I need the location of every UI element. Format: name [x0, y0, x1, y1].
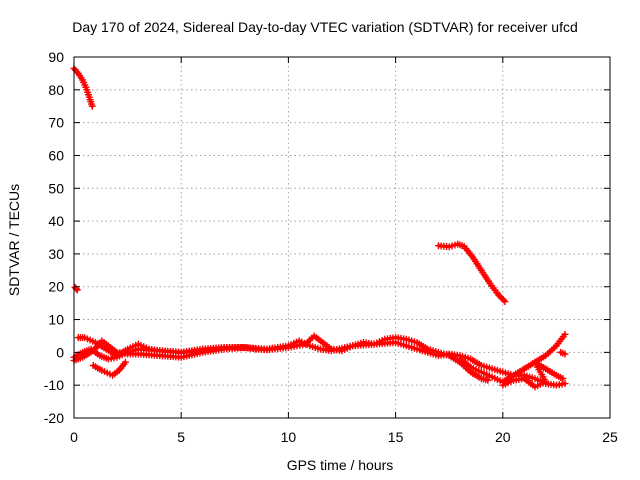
series-arc-late-low [499, 358, 567, 391]
series-arc-late-blip [557, 348, 569, 358]
y-tick-label: 90 [48, 49, 64, 65]
series-arc-early-isolated [71, 283, 81, 294]
x-tick-label: 20 [495, 429, 511, 445]
point-markers [557, 348, 569, 358]
y-tick-label: -10 [44, 377, 64, 393]
point-markers [70, 332, 492, 384]
series-arc-late-high [434, 240, 509, 305]
axis-ticks: 0 5 10 15 20 25 -20 -10 0 10 20 30 40 50 60 70 80 90 [44, 49, 618, 445]
y-tick-label: 70 [48, 115, 64, 131]
x-tick-label: 10 [281, 429, 297, 445]
series-arc-late-bowl [456, 330, 569, 386]
point-markers [499, 358, 567, 391]
series-arc-dip-early [89, 358, 129, 379]
x-tick-label: 15 [388, 429, 404, 445]
x-tick-label: 5 [177, 429, 185, 445]
series-arc-main-a [70, 332, 492, 384]
point-markers [434, 240, 509, 305]
grid [74, 57, 610, 418]
chart-title: Day 170 of 2024, Sidereal Day-to-day VTE… [72, 19, 578, 35]
x-axis-label: GPS time / hours [287, 457, 394, 473]
plot-frame [73, 56, 611, 419]
x-tick-label: 0 [70, 429, 78, 445]
y-axis-label: SDTVAR / TECUs [6, 184, 22, 296]
y-tick-label: 10 [48, 312, 64, 328]
y-tick-label: 60 [48, 147, 64, 163]
plot-area [70, 64, 569, 391]
x-tick-label: 25 [602, 429, 618, 445]
y-tick-label: 50 [48, 180, 64, 196]
y-tick-label: 0 [56, 344, 64, 360]
point-markers [89, 358, 129, 379]
y-tick-label: 20 [48, 279, 64, 295]
y-tick-label: 80 [48, 82, 64, 98]
y-tick-label: -20 [44, 410, 64, 426]
point-markers [71, 283, 81, 294]
y-tick-label: 40 [48, 213, 64, 229]
y-tick-label: 30 [48, 246, 64, 262]
